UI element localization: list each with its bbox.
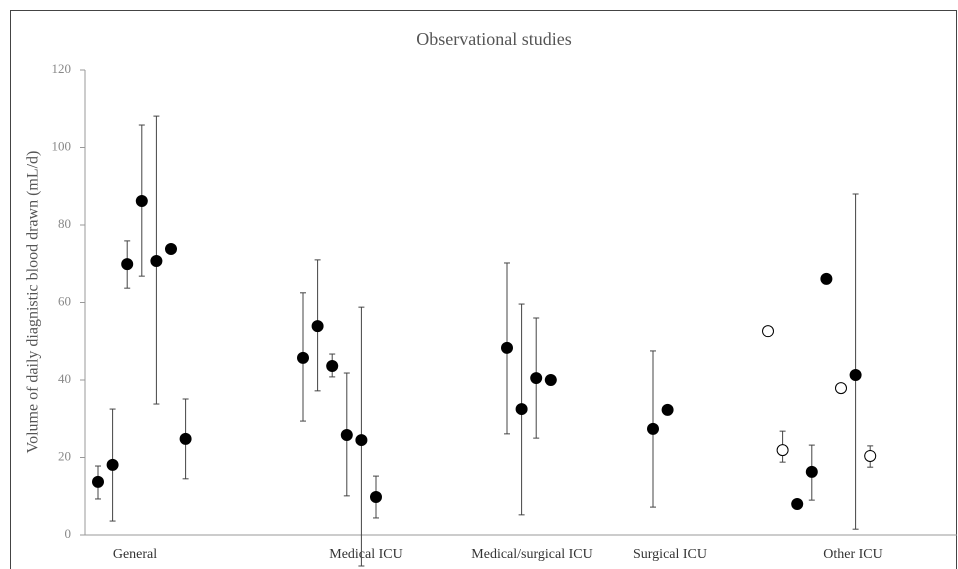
- data-point: [661, 403, 674, 416]
- data-point: [92, 475, 104, 488]
- data-point: [311, 320, 324, 333]
- data-point: [135, 194, 148, 207]
- data-point: [106, 458, 119, 471]
- y-tick-label: 40: [58, 371, 71, 386]
- y-tick-label: 80: [58, 216, 71, 231]
- data-point: [179, 432, 192, 445]
- data-point: [530, 372, 543, 385]
- data-point: [297, 351, 309, 364]
- data-point: [165, 243, 177, 256]
- data-point: [355, 434, 368, 447]
- data-point: [647, 422, 659, 435]
- x-tick-label: Surgical ICU: [633, 547, 707, 562]
- data-point: [150, 255, 163, 268]
- data-point: [791, 498, 804, 510]
- data-point: [515, 403, 528, 416]
- data-point: [805, 465, 818, 478]
- y-tick-label: 60: [58, 293, 71, 308]
- y-tick-label: 120: [52, 61, 72, 76]
- data-point: [544, 374, 557, 386]
- data-point: [835, 382, 847, 395]
- data-point: [340, 429, 353, 442]
- data-point: [849, 368, 862, 381]
- x-tick-label: Medical/surgical ICU: [471, 547, 592, 562]
- data-point: [370, 491, 382, 504]
- data-point: [326, 360, 339, 373]
- data-point: [762, 325, 774, 338]
- y-tick-label: 20: [58, 448, 71, 463]
- data-point: [121, 258, 134, 271]
- chart-title: Observational studies: [416, 29, 571, 49]
- x-tick-label: Other ICU: [823, 547, 883, 562]
- data-point: [776, 444, 789, 457]
- y-tick-label: 0: [65, 526, 72, 541]
- data-point: [864, 449, 877, 462]
- y-axis-label: Volume of daily diagnistic blood drawn (…: [25, 151, 42, 454]
- x-tick-label: Medical ICU: [329, 547, 402, 562]
- data-point: [820, 272, 833, 285]
- frame: [10, 10, 957, 569]
- y-tick-label: 100: [52, 138, 72, 153]
- x-tick-label: General: [113, 547, 157, 562]
- data-point: [501, 341, 513, 354]
